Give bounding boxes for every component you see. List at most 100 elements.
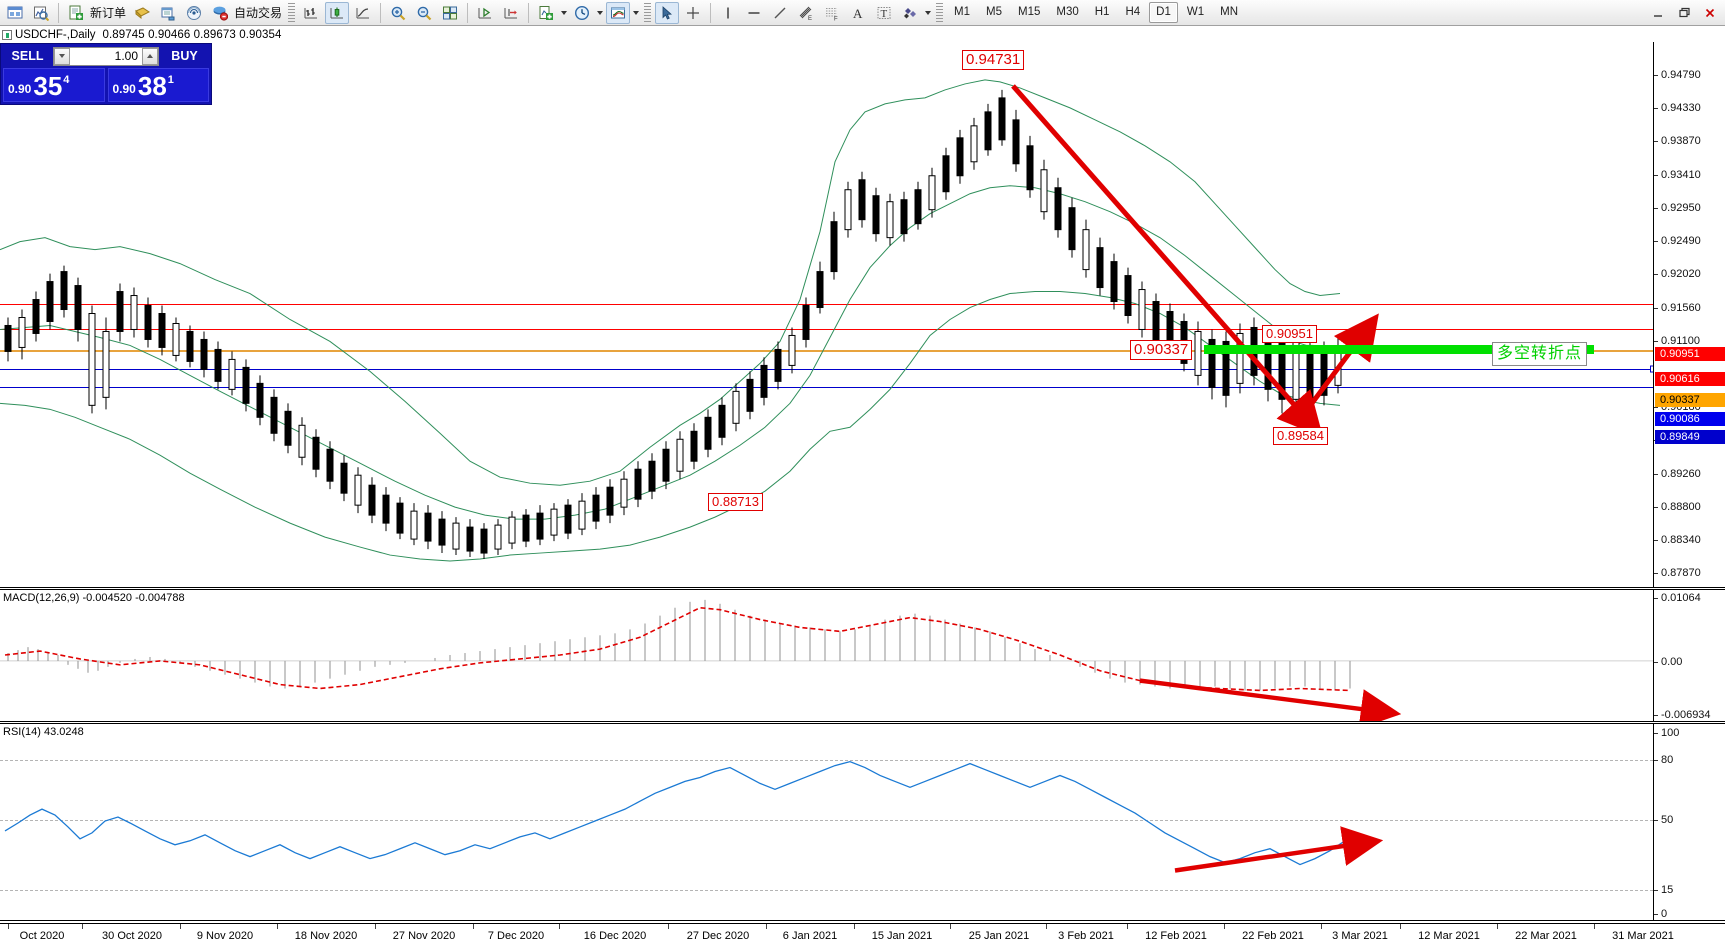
line-chart-icon[interactable] — [351, 2, 375, 24]
date-tick: 6 Jan 2021 — [782, 930, 838, 942]
autotrading-label[interactable]: 自动交易 — [234, 6, 283, 20]
timeframe-m30[interactable]: M30 — [1056, 6, 1079, 18]
template-dropdown-icon[interactable] — [631, 2, 641, 24]
data-window-icon[interactable] — [130, 2, 154, 24]
toolbar-separator — [58, 2, 59, 23]
period-icon[interactable] — [570, 2, 594, 24]
fibonacci-icon[interactable]: F — [820, 2, 844, 24]
navigator-icon[interactable] — [156, 2, 180, 24]
timeframe-m1[interactable]: M1 — [954, 6, 971, 18]
level-line-0.90951 — [0, 304, 1653, 305]
timeframe-m15[interactable]: M15 — [1018, 6, 1041, 18]
vertical-line-icon[interactable] — [716, 2, 740, 24]
timeframe-h4[interactable]: H4 — [1125, 6, 1141, 18]
market-watch-icon[interactable] — [29, 2, 53, 24]
annotation-high-price[interactable]: 0.94731 — [962, 50, 1025, 70]
volume-increase-icon[interactable] — [142, 47, 158, 65]
price-tick: 0.88800 — [1654, 501, 1725, 513]
rsi-plot[interactable] — [0, 724, 1653, 920]
volume-input[interactable]: 1.00 — [70, 47, 142, 65]
sell-price-quote[interactable]: 0.90 35 4 — [3, 68, 105, 102]
window-restore-icon[interactable] — [1672, 2, 1696, 24]
rsi-level-50 — [0, 820, 1653, 821]
autotrading-icon[interactable] — [208, 2, 232, 24]
volume-stepper[interactable]: 1.00 — [53, 46, 159, 66]
buy-button[interactable]: BUY — [171, 49, 198, 63]
price-level-chip-0.90086[interactable]: 0.90086 — [1655, 412, 1725, 426]
one-click-trading-panel[interactable]: SELL 1.00 BUY 0.90 35 4 0.90 38 1 — [0, 43, 212, 105]
date-tick: 25 Jan 2021 — [968, 930, 1030, 942]
template-icon[interactable] — [606, 1, 631, 24]
cursor-icon[interactable] — [655, 1, 680, 24]
text-label-icon[interactable]: T — [872, 2, 896, 24]
volume-decrease-icon[interactable] — [54, 47, 70, 65]
window-minimize-icon[interactable] — [1646, 2, 1670, 24]
rsi-axis[interactable]: 100 80 50 15 0 — [1653, 724, 1725, 920]
price-axis[interactable]: 0.94790 0.94330 0.93870 0.93410 0.92950 … — [1653, 42, 1725, 587]
symbol-name: USDCHF-,Daily — [15, 28, 96, 41]
annotation-pivot-price[interactable]: 0.90337 — [1130, 340, 1193, 360]
toolbar-grip-2[interactable] — [644, 2, 652, 23]
zoom-out-icon[interactable] — [412, 2, 436, 24]
chart-area[interactable]: 0.94731 0.90951 0.90337 0.89584 0.88713 … — [0, 42, 1725, 922]
period-dropdown-icon[interactable] — [595, 2, 605, 24]
timeframe-h1[interactable]: H1 — [1094, 6, 1110, 18]
draw-objects-icon[interactable] — [898, 2, 922, 24]
sell-price-fraction: 4 — [63, 74, 70, 86]
new-order-icon[interactable] — [64, 2, 88, 24]
trendline-icon[interactable] — [768, 2, 792, 24]
new-chart-icon[interactable] — [534, 2, 558, 24]
macd-axis[interactable]: 0.01064 0.00 -0.006934 — [1653, 590, 1725, 721]
equidistant-channel-icon[interactable]: E — [794, 2, 818, 24]
rsi-tick: 80 — [1654, 754, 1725, 766]
bar-chart-icon[interactable] — [299, 2, 323, 24]
macd-plot[interactable] — [0, 590, 1653, 721]
window-close-icon[interactable] — [1698, 2, 1722, 24]
auto-scroll-icon[interactable] — [499, 2, 523, 24]
signals-icon[interactable] — [182, 2, 206, 24]
price-level-chip-0.89849[interactable]: 0.89849 — [1655, 430, 1725, 444]
buy-price-fraction: 1 — [167, 74, 174, 86]
price-level-chip-0.90951[interactable]: 0.90951 — [1655, 347, 1725, 361]
date-tick: 15 Jan 2021 — [871, 930, 933, 942]
date-axis[interactable]: Oct 2020 30 Oct 2020 9 Nov 2020 18 Nov 2… — [0, 923, 1725, 948]
sell-button[interactable]: SELL — [11, 49, 44, 63]
rsi-pane[interactable]: RSI(14) 43.0248 100 80 50 — [0, 723, 1725, 921]
timeframe-w1[interactable]: W1 — [1186, 6, 1205, 18]
horizontal-line-icon[interactable] — [742, 2, 766, 24]
price-tick: 0.89260 — [1654, 468, 1725, 480]
annotation-old-low-price[interactable]: 0.88713 — [708, 493, 763, 511]
timeframe-mn[interactable]: MN — [1220, 6, 1238, 18]
price-level-chip-0.90616[interactable]: 0.90616 — [1655, 372, 1725, 386]
date-tick: 9 Nov 2020 — [196, 930, 254, 942]
rsi-tick: 15 — [1654, 884, 1725, 896]
macd-tick: 0.00 — [1654, 656, 1725, 668]
toolbar-grip-3[interactable] — [936, 2, 944, 23]
crosshair-icon[interactable] — [681, 2, 705, 24]
timeframe-d1[interactable]: D1 — [1149, 2, 1178, 23]
new-chart-dropdown-icon[interactable] — [559, 2, 569, 24]
tile-windows-icon[interactable] — [438, 2, 462, 24]
text-icon[interactable]: A — [846, 2, 870, 24]
toolbar-grip[interactable] — [288, 2, 296, 23]
symbol-bar: USDCHF-,Daily 0.89745 0.90466 0.89673 0.… — [0, 27, 1725, 42]
level-handle-0.90086[interactable] — [1650, 365, 1653, 373]
timeframe-m5[interactable]: M5 — [986, 6, 1002, 18]
candlestick-icon[interactable] — [325, 1, 350, 24]
price-level-chip-0.90337[interactable]: 0.90337 — [1655, 393, 1725, 407]
new-order-label[interactable]: 新订单 — [90, 6, 127, 20]
svg-text:T: T — [881, 8, 888, 20]
price-pane[interactable]: 0.94731 0.90951 0.90337 0.89584 0.88713 … — [0, 42, 1725, 588]
draw-objects-dropdown-icon[interactable] — [923, 2, 933, 24]
annotation-resistance-price[interactable]: 0.90951 — [1262, 325, 1317, 343]
annotation-low-price[interactable]: 0.89584 — [1273, 427, 1328, 445]
price-plot[interactable]: 0.94731 0.90951 0.90337 0.89584 0.88713 … — [0, 42, 1653, 587]
zoom-in-icon[interactable] — [386, 2, 410, 24]
buy-price-quote[interactable]: 0.90 38 1 — [107, 68, 209, 102]
terminal-icon[interactable] — [3, 2, 27, 24]
date-tick: 7 Dec 2020 — [487, 930, 545, 942]
annotation-turning-point-label[interactable]: 多空转折点 — [1492, 342, 1588, 366]
chart-shift-icon[interactable] — [473, 2, 497, 24]
macd-pane[interactable]: MACD(12,26,9) -0.004520 -0.004788 — [0, 589, 1725, 722]
